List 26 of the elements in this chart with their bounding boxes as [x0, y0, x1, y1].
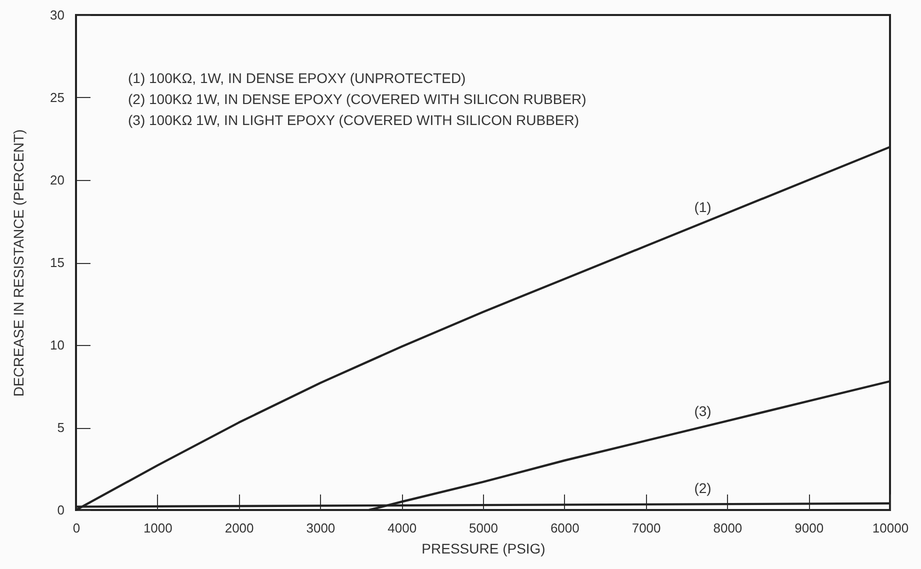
- x-tick-label: 0: [72, 520, 80, 536]
- annotation: (2) 100KΩ 1W, IN DENSE EPOXY (COVERED WITH SILICON RUBBER): [128, 91, 586, 107]
- series-label: (2): [694, 480, 712, 496]
- x-tick-label: 1000: [143, 520, 172, 536]
- series-label: (3): [694, 402, 712, 419]
- x-tick-label: 3000: [306, 520, 336, 536]
- y-tick-label: 5: [57, 420, 64, 435]
- y-axis-title: DECREASE IN RESISTANCE (PERCENT): [10, 129, 26, 397]
- y-tick-label: 15: [50, 255, 64, 270]
- x-tick-label: 7000: [632, 520, 661, 536]
- x-tick-label: 8000: [713, 520, 742, 536]
- annotation: (1) 100KΩ, 1W, IN DENSE EPOXY (UNPROTECTED): [128, 70, 466, 86]
- y-tick-label: 20: [50, 172, 64, 188]
- x-tick-label: 6000: [550, 520, 580, 536]
- annotation: (3) 100KΩ 1W, IN LIGHT EPOXY (COVERED WITH SILICON RUBBER): [128, 112, 580, 128]
- x-tick-label: 9000: [794, 520, 824, 536]
- x-axis-title: PRESSURE (PSIG): [422, 540, 546, 556]
- y-tick-label: 10: [50, 338, 64, 352]
- x-tick-label: 5000: [469, 520, 498, 536]
- x-tick-label: 10000: [872, 520, 909, 536]
- y-tick-label: 30: [50, 8, 64, 22]
- y-tick-label: 25: [50, 90, 64, 105]
- x-tick-label: 2000: [224, 520, 254, 536]
- y-tick-label: 0: [57, 502, 64, 518]
- x-tick-label: 4000: [388, 520, 417, 536]
- series-label: (1): [694, 198, 712, 215]
